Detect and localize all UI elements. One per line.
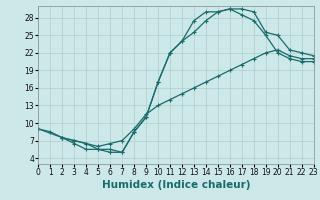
X-axis label: Humidex (Indice chaleur): Humidex (Indice chaleur) (102, 180, 250, 190)
